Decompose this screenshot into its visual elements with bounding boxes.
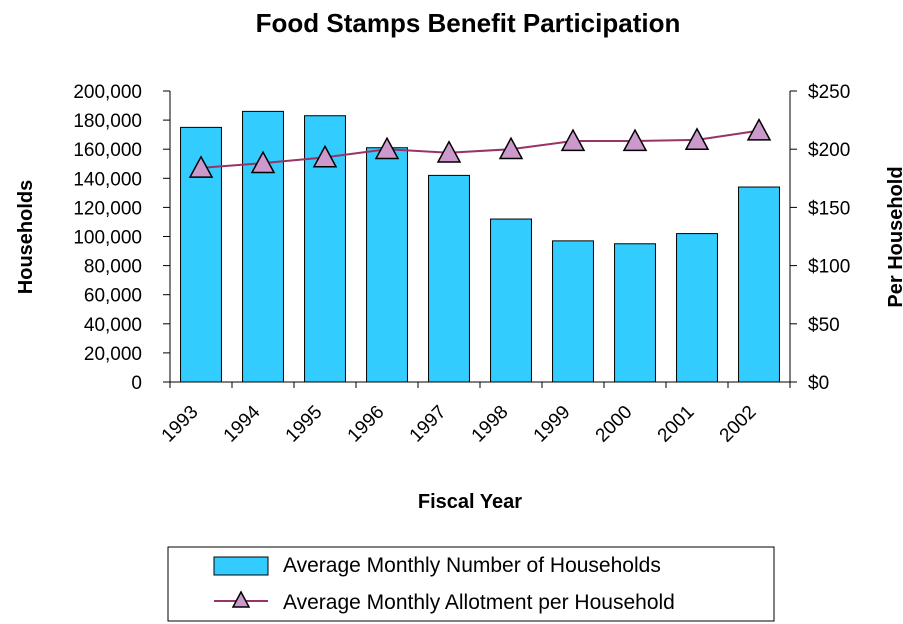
chart-title: Food Stamps Benefit Participation bbox=[256, 8, 681, 38]
allotment-marker-1993 bbox=[188, 155, 214, 178]
y2-tick-label: $200 bbox=[808, 140, 850, 161]
bar-1999 bbox=[552, 240, 594, 383]
y2-tick-label: $50 bbox=[808, 315, 840, 336]
allotment-marker-1998 bbox=[498, 136, 524, 160]
x-tick-label: 1995 bbox=[282, 402, 327, 447]
y-axis-title: Households bbox=[15, 180, 37, 294]
y-tick-label: 20,000 bbox=[84, 344, 142, 365]
allotment-marker-1996 bbox=[374, 136, 400, 160]
bar-1996 bbox=[366, 147, 408, 383]
y-tick-label: 200,000 bbox=[73, 82, 142, 103]
bar-2001 bbox=[676, 233, 718, 383]
legend-bar-swatch bbox=[213, 556, 269, 576]
x-tick-label: 2002 bbox=[716, 402, 761, 447]
bar-1998 bbox=[490, 218, 532, 383]
x-tick-label: 1998 bbox=[468, 402, 513, 447]
y-tick-label: 80,000 bbox=[84, 257, 142, 278]
y2-tick-label: $250 bbox=[808, 82, 850, 103]
y2-axis-title: Per Household bbox=[885, 166, 903, 307]
bar-1997 bbox=[428, 174, 470, 383]
allotment-marker-1997 bbox=[436, 140, 462, 163]
bar-2000 bbox=[614, 243, 656, 383]
y-tick-label: 160,000 bbox=[73, 140, 142, 161]
y-tick-label: 120,000 bbox=[73, 198, 142, 219]
legend: Average Monthly Number of Households Ave… bbox=[167, 546, 775, 622]
allotment-marker-2000 bbox=[622, 128, 648, 152]
allotment-line bbox=[200, 129, 760, 169]
allotment-marker-1999 bbox=[560, 128, 586, 152]
allotment-marker-2001 bbox=[684, 127, 710, 150]
y-tick-label: 180,000 bbox=[73, 111, 142, 132]
legend-label-households: Average Monthly Number of Households bbox=[283, 554, 661, 577]
x-tick-label: 1996 bbox=[344, 402, 389, 447]
y2-tick-label: $150 bbox=[808, 198, 850, 219]
y-tick-label: 60,000 bbox=[84, 286, 142, 307]
x-tick-label: 1999 bbox=[530, 402, 575, 447]
x-tick-label: 1994 bbox=[220, 401, 265, 446]
allotment-marker-1995 bbox=[312, 144, 338, 168]
y2-tick-label: $100 bbox=[808, 257, 850, 278]
allotment-marker-1994 bbox=[250, 150, 276, 174]
plot-area: 200,000 180,000 160,000 140,000 120,000 100,0… bbox=[73, 82, 850, 446]
allotment-marker-2002 bbox=[746, 117, 772, 141]
y-tick-label: 0 bbox=[131, 373, 142, 394]
legend-triangle-icon bbox=[231, 590, 251, 608]
y-tick-label: 100,000 bbox=[73, 228, 142, 249]
y2-tick-label: $0 bbox=[808, 373, 829, 394]
x-tick-label: 1997 bbox=[406, 402, 451, 447]
legend-label-allotment: Average Monthly Allotment per Household bbox=[283, 591, 675, 614]
y-tick-label: 140,000 bbox=[73, 169, 142, 190]
legend-box bbox=[167, 546, 775, 622]
x-tick-label: 2000 bbox=[592, 402, 637, 447]
x-tick-label: 1993 bbox=[158, 402, 203, 447]
x-axis-title: Fiscal Year bbox=[418, 491, 522, 513]
bar-2002 bbox=[738, 186, 780, 383]
y-tick-label: 40,000 bbox=[84, 315, 142, 336]
x-tick-label: 2001 bbox=[654, 402, 699, 447]
